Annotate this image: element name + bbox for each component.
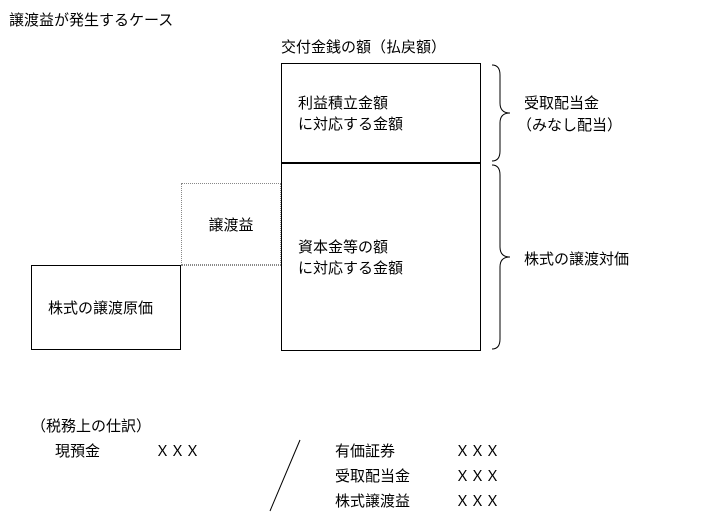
box-transfer-cost: 株式の譲渡原価 <box>31 265 181 350</box>
box-capital-amount-text2: に対応する金額 <box>298 257 480 278</box>
box-capital-amount: 資本金等の額 に対応する金額 <box>281 163 481 351</box>
brace-dividend <box>490 63 515 163</box>
page-title: 譲渡益が発生するケース <box>9 9 173 30</box>
journal-credit-account-1: 受取配当金 <box>335 465 455 486</box>
brace-transfer-price-label: 株式の譲渡対価 <box>524 248 629 269</box>
box-profit-reserve-text1: 利益積立金額 <box>298 92 480 113</box>
journal-credit-amount-1: ＸＸＸ <box>455 465 500 486</box>
journal-credit-row: 受取配当金 ＸＸＸ <box>335 465 500 486</box>
journal-slash-icon <box>265 438 305 513</box>
box-capital-amount-text1: 資本金等の額 <box>298 236 480 257</box>
journal-credit-amount-2: ＸＸＸ <box>455 490 500 511</box>
journal-credit-account-2: 株式譲渡益 <box>335 490 455 511</box>
journal-credit-row: 株式譲渡益 ＸＸＸ <box>335 490 500 511</box>
journal-credit-row: 有価証券 ＸＸＸ <box>335 440 500 461</box>
journal-debit-amount: ＸＸＸ <box>155 440 200 461</box>
journal-credit: 有価証券 ＸＸＸ 受取配当金 ＸＸＸ 株式譲渡益 ＸＸＸ <box>335 440 500 511</box>
box-profit-reserve-text2: に対応する金額 <box>298 113 480 134</box>
box-transfer-gain: 譲渡益 <box>181 183 281 265</box>
journal-debit: 現預金 ＸＸＸ <box>55 440 200 461</box>
box-transfer-gain-text: 譲渡益 <box>208 214 253 235</box>
brace-dividend-label2: （みなし配当） <box>517 114 622 135</box>
dotted-connector <box>181 265 281 266</box>
journal-credit-account-0: 有価証券 <box>335 440 455 461</box>
brace-transfer-price <box>490 163 515 351</box>
journal-credit-amount-0: ＸＸＸ <box>455 440 500 461</box>
header-label: 交付金銭の額（払戻額） <box>281 36 446 57</box>
journal-heading: （税務上の仕訳） <box>31 415 151 436</box>
journal-debit-account: 現預金 <box>55 440 155 461</box>
brace-dividend-label1: 受取配当金 <box>524 92 599 113</box>
box-transfer-cost-text: 株式の譲渡原価 <box>48 297 180 318</box>
box-profit-reserve: 利益積立金額 に対応する金額 <box>281 63 481 163</box>
